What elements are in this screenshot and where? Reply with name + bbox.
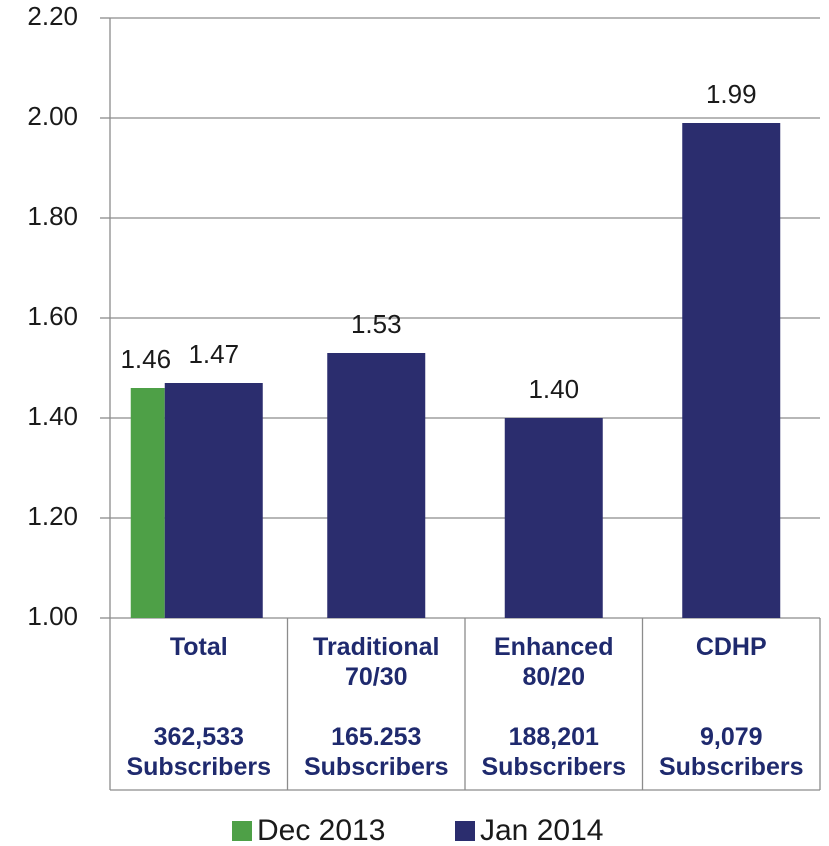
legend-label: Dec 2013 — [257, 814, 385, 846]
value-label: 1.46 — [120, 344, 171, 374]
subscriber-label: 165.253 Subscribers — [303, 723, 449, 781]
category-label: Enhanced 80/20 — [494, 633, 614, 691]
category-label: Traditional 70/30 — [313, 633, 440, 691]
bar — [164, 383, 263, 618]
category-label: Total — [169, 633, 228, 661]
y-tick-label: 2.00 — [27, 101, 78, 131]
y-tick-label: 1.00 — [27, 601, 78, 631]
bar — [504, 418, 603, 618]
subscriber-label: 9,079 Subscribers — [658, 723, 804, 781]
bar — [130, 388, 165, 618]
subscriber-label: 362,533 Subscribers — [126, 723, 271, 781]
y-tick-label: 1.60 — [27, 301, 78, 331]
value-label: 1.47 — [188, 339, 239, 369]
bar — [682, 123, 781, 618]
y-tick-label: 1.40 — [27, 401, 78, 431]
y-tick-label: 1.80 — [27, 201, 78, 231]
bar — [327, 353, 426, 618]
category-label: CDHP — [695, 633, 767, 661]
legend-label: Jan 2014 — [480, 814, 603, 846]
y-tick-label: 1.20 — [27, 501, 78, 531]
value-label: 1.53 — [351, 309, 402, 339]
subscriber-label: 188,201 Subscribers — [481, 723, 626, 781]
legend-swatch — [455, 821, 475, 841]
value-label: 1.99 — [706, 79, 757, 109]
value-label: 1.40 — [528, 374, 579, 404]
legend-swatch — [232, 821, 252, 841]
y-tick-label: 2.20 — [27, 1, 78, 31]
